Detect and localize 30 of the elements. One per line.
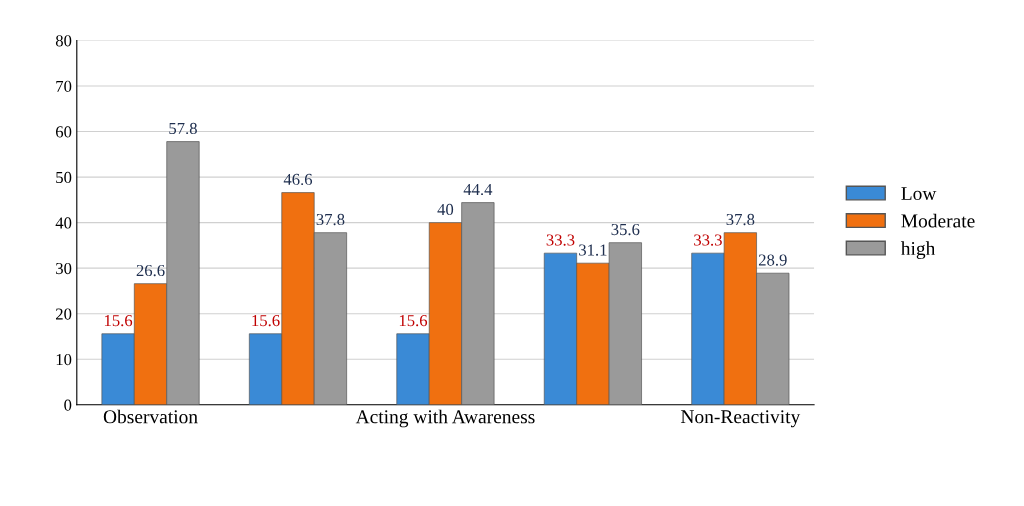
y-tick-label: 80: [55, 35, 72, 47]
data-label: 28.9: [758, 254, 787, 266]
y-tick-label: 0: [64, 399, 72, 411]
data-label: 26.6: [136, 264, 165, 277]
data-label: 33.3: [694, 234, 722, 246]
y-tick-label: 70: [56, 80, 72, 92]
data-label: 57.8: [169, 122, 197, 135]
data-label: 37.8: [316, 213, 345, 226]
data-label: 46.6: [283, 173, 313, 186]
data-label: 35.6: [611, 223, 640, 236]
y-tick-label: 30: [56, 262, 72, 275]
data-label: 15.6: [104, 315, 133, 327]
x-tick-label: Observation: [103, 409, 198, 424]
y-tick-label: 60: [55, 126, 72, 138]
y-tick-label: 20: [56, 308, 72, 320]
data-label: 37.8: [726, 213, 755, 226]
legend-label: high: [900, 241, 936, 260]
data-label: 40: [437, 203, 454, 216]
data-label: 44.4: [463, 183, 493, 196]
data-label: 33.3: [546, 234, 575, 246]
x-tick-label: Non-Reactivity: [680, 410, 801, 428]
legend-label: Moderate: [901, 213, 975, 228]
data-label: 15.6: [252, 315, 280, 327]
x-tick-label: Acting with Awareness: [355, 409, 535, 428]
data-label: 15.6: [399, 315, 428, 327]
y-tick-label: 40: [55, 217, 72, 229]
legend-label: Low: [901, 187, 937, 201]
y-tick-label: 50: [56, 171, 72, 184]
y-tick-label: 10: [56, 353, 72, 366]
data-label: 31.1: [579, 244, 607, 256]
